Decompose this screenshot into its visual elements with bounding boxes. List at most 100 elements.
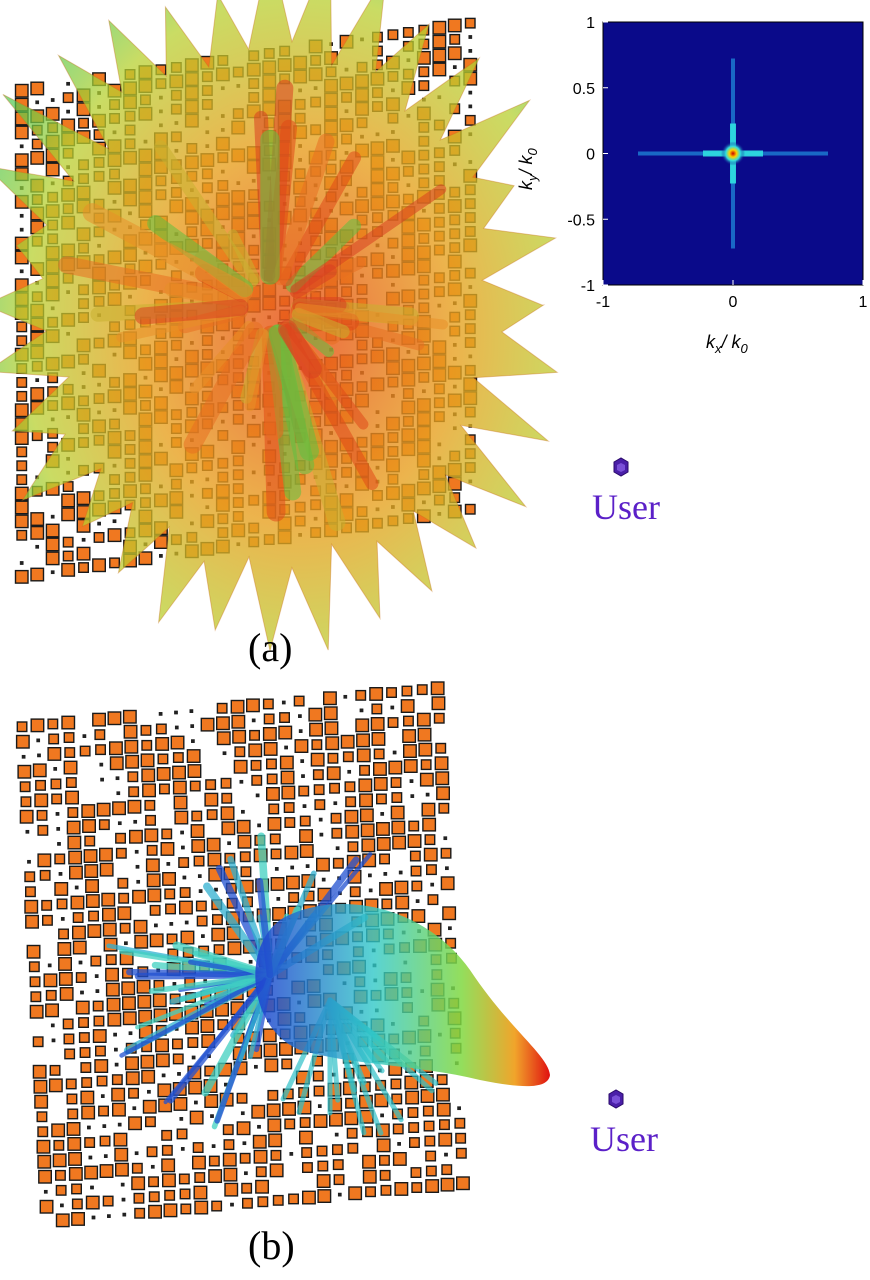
meta-atom-tile xyxy=(387,717,399,728)
meta-atom-tile xyxy=(30,718,45,733)
meta-atom-tile xyxy=(154,923,158,928)
meta-atom-tile xyxy=(324,721,339,736)
meta-atom-tile xyxy=(80,990,84,995)
meta-atom-tile xyxy=(410,794,415,798)
meta-atom-tile xyxy=(88,910,100,922)
meta-atom-tile xyxy=(405,1090,420,1105)
meta-atom-tile xyxy=(220,806,235,821)
meta-atom-tile xyxy=(63,1033,75,1045)
meta-atom-tile xyxy=(323,706,338,721)
meta-atom-tile xyxy=(424,1135,436,1147)
meta-atom-tile xyxy=(134,1151,139,1156)
meta-atom-tile xyxy=(205,779,217,791)
meta-atom-tile xyxy=(392,1123,404,1135)
meta-atom-tile xyxy=(62,1018,74,1030)
meta-atom-tile xyxy=(376,1138,391,1153)
meta-atom-tile xyxy=(257,1124,261,1129)
meta-atom-tile xyxy=(216,731,231,746)
meta-atom-tile xyxy=(85,879,100,894)
meta-atom-tile xyxy=(188,1080,203,1095)
meta-atom-tile xyxy=(312,769,324,781)
side-lobe xyxy=(167,971,274,1104)
meta-atom-tile xyxy=(197,874,202,878)
meta-atom-tile xyxy=(172,752,184,764)
meta-atom-tile xyxy=(178,857,190,869)
meta-atom-tile xyxy=(105,982,120,997)
meta-atom-tile xyxy=(14,125,29,140)
meta-atom-tile xyxy=(345,824,360,839)
meta-atom-tile xyxy=(87,1125,91,1130)
meta-atom-tile xyxy=(359,793,373,808)
meta-atom-tile xyxy=(409,779,414,783)
side-lobe xyxy=(119,972,273,1058)
meta-atom-tile xyxy=(30,512,45,526)
meta-atom-tile xyxy=(158,783,170,795)
meta-atom-tile xyxy=(128,786,140,798)
meta-atom-tile xyxy=(425,1150,437,1162)
meta-atom-tile xyxy=(331,827,343,839)
meta-atom-tile xyxy=(313,784,325,796)
meta-atom-tile xyxy=(281,700,286,705)
meta-atom-tile xyxy=(25,886,36,898)
meta-atom-tile xyxy=(248,959,253,964)
meta-atom-tile xyxy=(318,817,323,822)
meta-atom-tile xyxy=(379,881,393,896)
meta-atom-tile xyxy=(128,1087,140,1099)
meta-atom-tile xyxy=(134,934,149,949)
meta-atom-tile xyxy=(133,1192,145,1204)
meta-atom-tile xyxy=(266,786,280,801)
meta-atom-tile xyxy=(373,748,385,760)
meta-atom-tile xyxy=(99,1135,111,1147)
user-cube-icon-b xyxy=(608,1089,624,1109)
scattering-lobe xyxy=(268,324,319,461)
meta-atom-tile xyxy=(416,712,431,727)
meta-atom-tile xyxy=(422,1105,434,1117)
meta-atom-tile xyxy=(321,877,326,882)
meta-atom-tile xyxy=(251,718,256,723)
meta-atom-tile xyxy=(19,213,24,218)
meta-atom-tile xyxy=(51,793,63,805)
meta-atom-tile xyxy=(14,431,29,445)
meta-atom-tile xyxy=(407,1107,419,1118)
meta-atom-tile xyxy=(156,766,171,781)
meta-atom-tile xyxy=(52,1153,67,1168)
meta-atom-tile xyxy=(61,562,76,577)
meta-atom-tile xyxy=(190,824,205,839)
meta-atom-tile xyxy=(98,847,113,862)
meta-atom-tile xyxy=(72,940,87,955)
meta-atom-tile xyxy=(36,809,48,821)
meta-atom-tile xyxy=(94,1045,106,1057)
meta-atom-tile xyxy=(266,758,277,770)
meta-atom-tile xyxy=(206,809,218,821)
meta-atom-tile xyxy=(239,851,251,863)
meta-atom-tile xyxy=(204,1094,219,1108)
meta-atom-tile xyxy=(159,554,163,558)
meta-atom-tile xyxy=(14,514,29,529)
meta-atom-tile xyxy=(108,741,123,756)
meta-atom-tile xyxy=(335,846,340,851)
meta-atom-tile xyxy=(262,727,277,741)
meta-atom-tile xyxy=(31,138,43,150)
meta-atom-tile xyxy=(94,729,106,741)
meta-atom-tile xyxy=(426,864,437,876)
meta-atom-tile xyxy=(14,500,29,515)
meta-atom-tile xyxy=(189,1110,204,1125)
meta-atom-tile xyxy=(436,786,450,801)
meta-atom-tile xyxy=(96,1075,108,1087)
meta-atom-tile xyxy=(317,1189,332,1203)
meta-atom-tile xyxy=(136,979,151,994)
meta-atom-tile xyxy=(67,1137,82,1151)
meta-atom-tile xyxy=(301,1147,313,1158)
meta-atom-tile xyxy=(62,536,74,548)
meta-atom-tile xyxy=(26,944,41,959)
meta-atom-tile xyxy=(160,841,175,856)
meta-atom-tile xyxy=(380,1184,392,1196)
meta-atom-tile xyxy=(144,828,159,843)
meta-atom-tile xyxy=(75,1000,90,1015)
meta-atom-tile xyxy=(49,1064,61,1076)
meta-atom-tile xyxy=(289,1152,294,1156)
meta-atom-tile xyxy=(376,821,390,836)
meta-atom-tile xyxy=(43,1189,48,1194)
meta-atom-tile xyxy=(381,898,393,910)
meta-atom-tile xyxy=(330,812,342,824)
